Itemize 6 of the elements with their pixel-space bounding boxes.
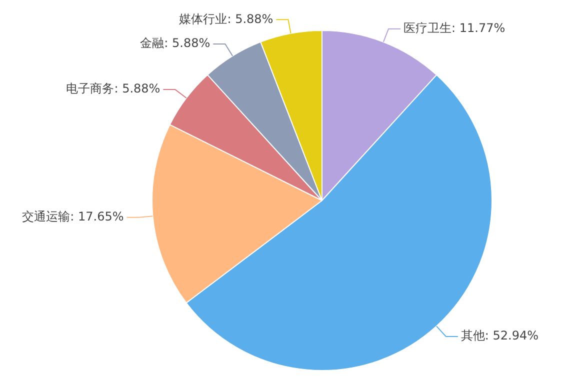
slice-label: 金融: 5.88%: [140, 36, 210, 50]
slice-label: 电子商务: 5.88%: [66, 82, 160, 96]
slice-label: 医疗卫生: 11.77%: [403, 21, 506, 36]
slice-label: 其他: 52.94%: [460, 328, 539, 343]
slice-label: 媒体行业: 5.88%: [179, 12, 274, 26]
slice-label: 交通运输: 17.65%: [22, 210, 124, 224]
